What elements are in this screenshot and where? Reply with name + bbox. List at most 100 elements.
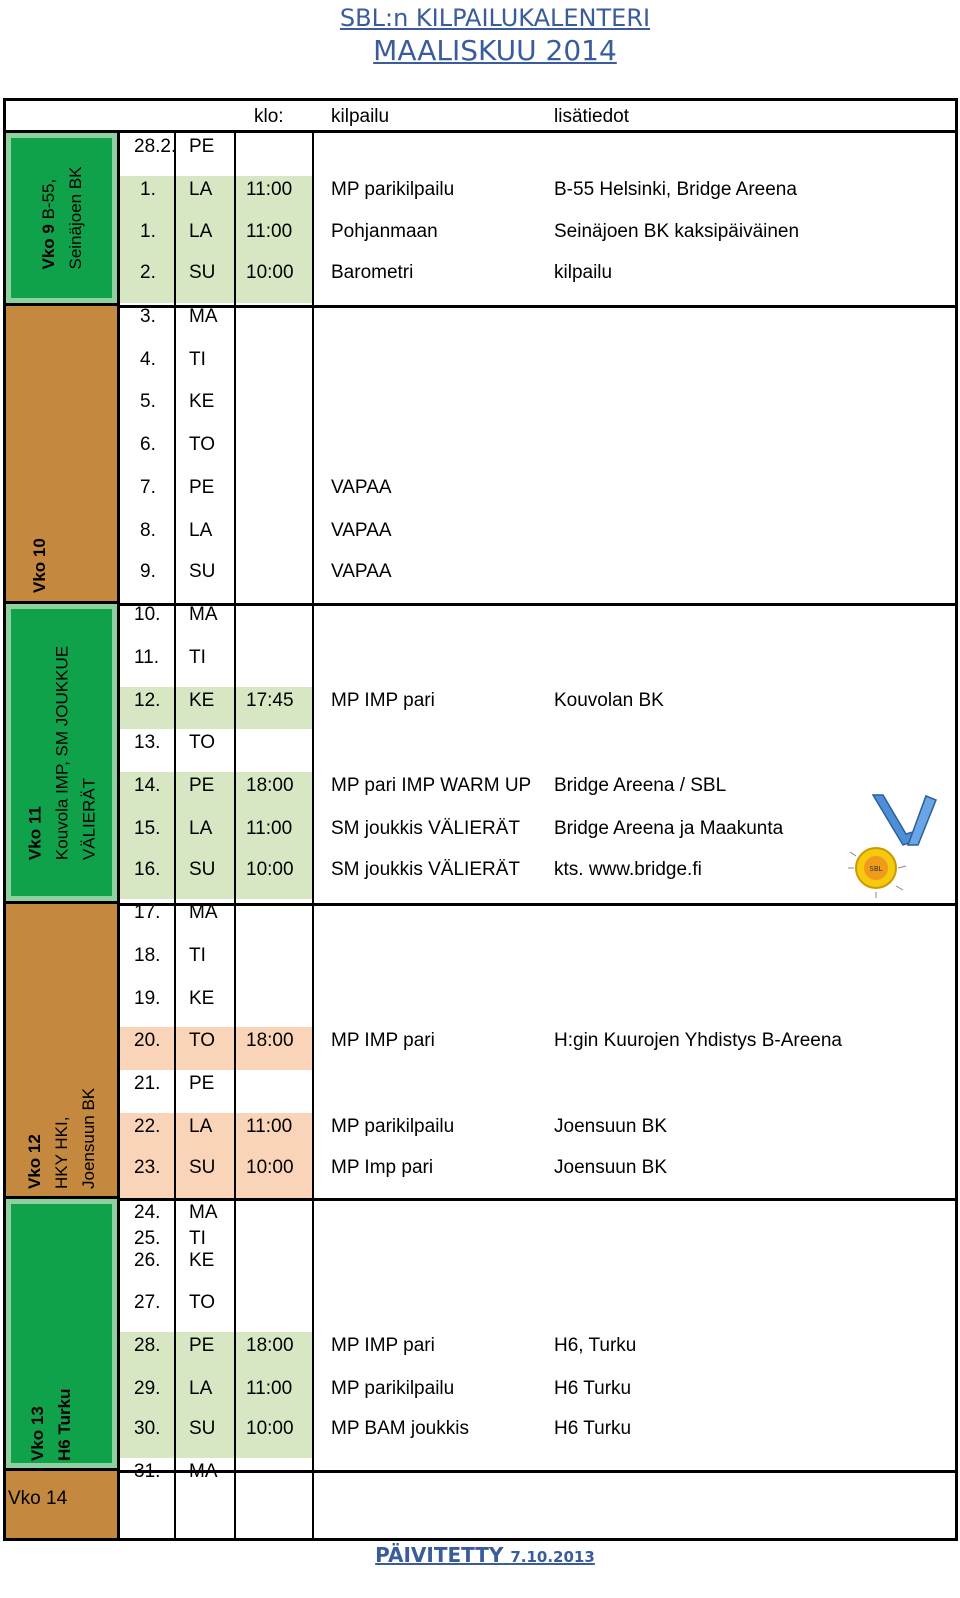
row-time: 18:00: [246, 1335, 294, 1356]
row-highlight: [174, 1027, 234, 1070]
row-time: 11:00: [246, 1378, 293, 1399]
row-date: 1.: [140, 179, 156, 200]
row-day: KE: [189, 1250, 215, 1271]
week-block-10: Vko 10: [6, 306, 120, 604]
row-highlight: [120, 856, 174, 899]
week-label-13: Vko 13 H6 Turku: [28, 1388, 74, 1461]
row-day: MA: [189, 604, 218, 625]
row-time: 10:00: [246, 1418, 294, 1439]
row-event: SM joukkis VÄLIERÄT: [331, 859, 520, 880]
row-time: 11:00: [246, 1116, 293, 1137]
row-day: PE: [189, 136, 215, 157]
row-highlight: [120, 1154, 174, 1199]
row-time: 10:00: [246, 262, 294, 283]
row-highlight: [234, 856, 312, 899]
week-separator: [120, 903, 955, 906]
row-highlight: [120, 1332, 174, 1375]
row-highlight: [174, 259, 234, 303]
row-event: MP pari IMP WARM UP: [331, 775, 532, 796]
row-highlight: [174, 815, 234, 856]
row-highlight: [120, 1113, 174, 1154]
row-date: 7.: [140, 477, 156, 498]
row-date: 26.: [134, 1250, 161, 1271]
row-info: H6, Turku: [554, 1335, 637, 1356]
row-date: 25.: [134, 1228, 161, 1249]
row-highlight: [234, 1375, 312, 1415]
row-highlight: [234, 1332, 312, 1375]
week-separator: [120, 305, 955, 308]
row-highlight: [120, 1027, 174, 1070]
header-info: lisätiedot: [554, 106, 629, 127]
row-date: 28.2.: [134, 136, 177, 157]
row-time: 18:00: [246, 1030, 294, 1051]
row-date: 31.: [134, 1461, 161, 1482]
row-highlight: [174, 1375, 234, 1415]
row-highlight: [234, 772, 312, 815]
row-time: 11:00: [246, 221, 293, 242]
row-date: 12.: [134, 690, 161, 711]
row-event: VAPAA: [331, 561, 392, 582]
row-highlight: [120, 176, 174, 218]
row-day: SU: [189, 859, 216, 880]
row-highlight: [234, 1113, 312, 1154]
week-label-10-text: Vko 10: [30, 538, 49, 593]
row-date: 8.: [140, 520, 156, 541]
row-day: TO: [189, 732, 216, 753]
row-day: MA: [189, 306, 218, 327]
row-event: Barometri: [331, 262, 414, 283]
row-day: MA: [189, 902, 218, 923]
row-highlight: [174, 772, 234, 815]
row-date: 9.: [140, 561, 156, 582]
row-time: 10:00: [246, 1157, 294, 1178]
week-separator: [120, 603, 955, 606]
row-date: 3.: [140, 306, 156, 327]
row-info: Seinäjoen BK kaksipäiväinen: [554, 221, 800, 242]
row-day: TI: [189, 647, 206, 668]
row-highlight: [174, 1154, 234, 1199]
row-day: KE: [189, 391, 215, 412]
row-highlight: [120, 815, 174, 856]
row-day: TI: [189, 945, 206, 966]
row-date: 1.: [140, 221, 156, 242]
row-highlight: [120, 218, 174, 259]
week-label-11: Vko 11 Kouvola IMP, SM JOUKKUE VÄLIERÄT: [25, 645, 98, 860]
row-highlight: [234, 1027, 312, 1070]
week-block-12: Vko 12 HKY HKI, Joensuun BK: [6, 904, 120, 1199]
row-highlight: [234, 259, 312, 303]
row-info: Joensuun BK: [554, 1157, 668, 1178]
row-day: TI: [189, 349, 206, 370]
daycol-right-border: [234, 133, 236, 1538]
medal-icon: SBL: [848, 794, 937, 898]
row-time: 11:00: [246, 179, 293, 200]
row-day: PE: [189, 1335, 215, 1356]
row-info: Bridge Areena ja Maakunta: [554, 818, 784, 839]
row-date: 21.: [134, 1073, 161, 1094]
table-header: klo: kilpailu lisätiedot: [6, 101, 955, 133]
row-day: TI: [189, 1228, 206, 1249]
row-date: 23.: [134, 1157, 161, 1178]
row-day: PE: [189, 477, 215, 498]
row-highlight: [234, 1154, 312, 1199]
medal-text: SBL: [869, 865, 882, 873]
row-day: SU: [189, 561, 216, 582]
row-day: KE: [189, 690, 215, 711]
row-day: SU: [189, 1418, 216, 1439]
row-highlight: [120, 1375, 174, 1415]
week-block-13: Vko 13 H6 Turku: [6, 1199, 120, 1471]
row-event: MP IMP pari: [331, 1030, 435, 1051]
row-info: kts. www.bridge.fi: [554, 859, 702, 880]
row-highlight: [120, 687, 174, 729]
row-date: 29.: [134, 1378, 161, 1399]
week-label-12: Vko 12 HKY HKI, Joensuun BK: [25, 1087, 98, 1189]
row-event: MP IMP pari: [331, 1335, 435, 1356]
header-time: klo:: [254, 106, 284, 127]
row-info: Joensuun BK: [554, 1116, 668, 1137]
header-event: kilpailu: [331, 106, 390, 127]
updated-label: PÄIVITETTY: [375, 1543, 504, 1567]
updated-note: PÄIVITETTY 7.10.2013: [0, 1543, 960, 1567]
row-event: Pohjanmaan: [331, 221, 438, 242]
week-block-9: Vko 9 B-55, Seinäjoen BK: [6, 133, 120, 306]
row-day: SU: [189, 262, 216, 283]
timecol-right-border: [312, 133, 314, 1538]
row-time: 10:00: [246, 859, 294, 880]
